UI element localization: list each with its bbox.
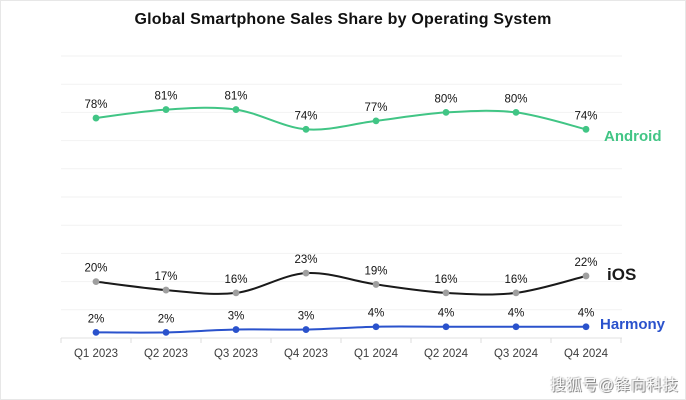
series-label-android: Android [604,128,662,145]
android-data-point [232,106,240,113]
harmony-data-point [372,323,380,331]
ios-point-label: 20% [84,263,107,275]
chart-title: Global Smartphone Sales Share by Operati… [134,11,552,28]
android-point-label: 74% [294,110,317,122]
harmony-point-label: 4% [578,308,595,320]
android-data-point [512,109,520,116]
ios-point-label: 16% [504,274,527,286]
x-axis-label: Q4 2023 [284,348,328,360]
ios-point-label: 16% [224,274,247,286]
x-axis-label: Q4 2024 [564,348,609,360]
android-point-label: 80% [434,93,457,105]
harmony-data-point [92,328,100,336]
ios-point-label: 22% [574,257,597,269]
x-axis-label: Q2 2023 [144,348,188,360]
harmony-data-point [442,323,450,331]
ios-data-point [372,281,380,288]
android-line [95,106,587,131]
x-axis-label: Q2 2024 [424,348,469,360]
harmony-line [95,325,587,334]
harmony-data-point [232,326,240,333]
harmony-data-point [302,326,310,333]
ios-data-point [442,289,450,297]
android-point-label: 77% [364,102,387,114]
series-label-ios: iOS [607,265,637,284]
harmony-point-label: 3% [228,311,245,323]
x-axis-label: Q1 2024 [354,348,399,360]
harmony-data-point [162,328,170,336]
harmony-point-label: 4% [508,308,525,320]
harmony-data-point [582,323,590,331]
harmony-point-label: 3% [298,311,315,323]
ios-point-label: 19% [364,265,387,277]
x-axis-label: Q3 2023 [214,348,258,360]
android-point-label: 81% [224,91,247,103]
ios-point-label: 16% [434,274,457,286]
android-data-point [162,106,170,113]
android-data-point [442,109,450,116]
harmony-point-label: 4% [368,308,385,320]
ios-data-point [582,272,590,280]
android-data-point [582,125,590,133]
series-label-harmony: Harmony [600,316,666,333]
android-data-point [302,125,310,133]
ios-point-label: 23% [294,254,317,266]
watermark-text: 搜狐号@锋向科技 [550,377,679,394]
harmony-point-label: 2% [158,313,175,325]
android-data-point [92,114,100,122]
harmony-point-label: 2% [88,313,105,325]
ios-point-label: 17% [154,271,177,283]
ios-data-point [512,289,520,297]
x-axis-label: Q3 2024 [494,348,539,360]
android-data-point [372,117,380,125]
android-point-label: 81% [154,91,177,103]
ios-line [95,272,587,296]
ios-data-point [302,269,310,277]
ios-data-point [232,289,240,297]
x-axis-label: Q1 2023 [74,348,118,360]
android-point-label: 74% [574,110,597,122]
ios-data-point [162,286,170,294]
android-point-label: 78% [84,99,107,111]
harmony-data-point [512,323,520,331]
ios-data-point [92,278,100,285]
harmony-point-label: 4% [438,308,455,320]
android-point-label: 80% [504,93,527,105]
